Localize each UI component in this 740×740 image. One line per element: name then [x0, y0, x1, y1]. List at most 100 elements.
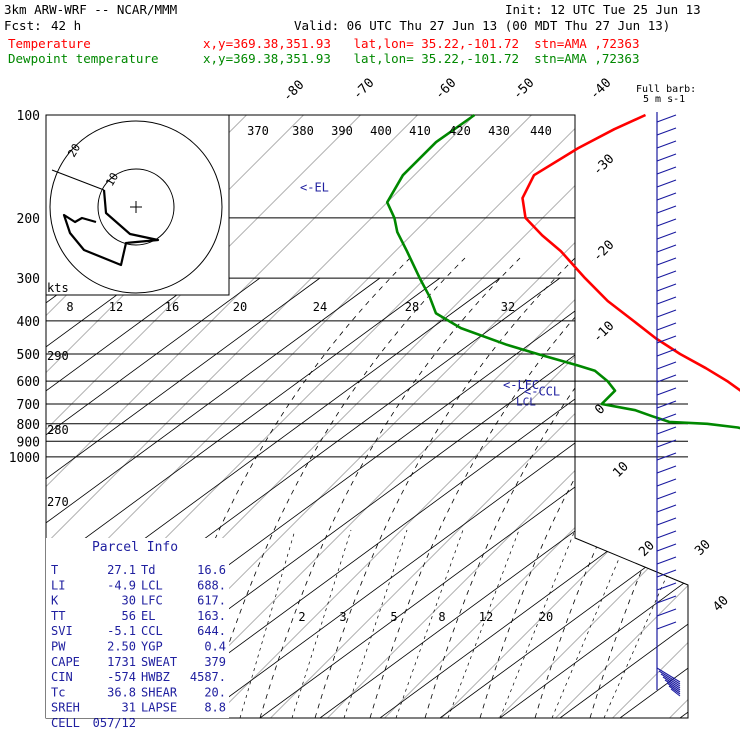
wind-barb [656, 231, 677, 240]
moist-adiabat [479, 257, 688, 718]
wind-barb [656, 491, 677, 500]
moist-adiabat [314, 257, 576, 718]
wind-barb-low [666, 682, 681, 693]
dewpoint-legend: Dewpoint temperature [8, 51, 159, 66]
mixing-ratio-line [395, 529, 464, 718]
parcel-info-key: HWBZ [141, 670, 170, 684]
annotation-ccl: <-CCL [524, 385, 560, 399]
valid-time: Valid: 06 UTC Thu 27 Jun 13 (00 MDT Thu … [294, 18, 671, 33]
pressure-label-500: 500 [17, 348, 40, 363]
wind-barb-low [664, 679, 681, 691]
hodograph-ring-label: 10 [103, 171, 121, 189]
wind-barb [656, 322, 677, 331]
wind-barb [656, 478, 677, 487]
dry-adiabat [46, 277, 261, 718]
mixing-ratio-line [499, 529, 576, 718]
parcel-info-key: CIN [51, 670, 73, 684]
parcel-info-value: 56 [122, 609, 136, 623]
wind-barb [656, 426, 677, 435]
parcel-info-value: 057/12 [93, 716, 136, 730]
wind-barb [656, 296, 677, 305]
wind-barb [656, 270, 677, 279]
theta-label: 370 [247, 124, 269, 138]
isotherm-label: 40 [710, 593, 732, 615]
pressure-label-400: 400 [17, 315, 40, 330]
wind-barb [656, 452, 677, 461]
dry-adiabat [46, 277, 501, 718]
hodograph-box [45, 114, 230, 296]
dry-adiabat [679, 277, 688, 718]
isotherm-label: -60 [432, 76, 459, 103]
isotherm [441, 115, 688, 718]
dry-adiabat [46, 277, 321, 718]
parcel-info-key: LCL [141, 578, 163, 592]
wind-barb [656, 153, 677, 162]
theta-label: 420 [449, 124, 471, 138]
wind-barb [656, 400, 677, 409]
parcel-info-value: 27.1 [107, 563, 136, 577]
mixing-ratio-label: 20 [539, 610, 553, 624]
isotherm-label: -40 [587, 76, 614, 103]
mixing-ratio-line [239, 529, 296, 718]
wind-barb [656, 582, 677, 591]
wind-barb [656, 543, 677, 552]
init-time: Init: 12 UTC Tue 25 Jun 13 [505, 2, 701, 17]
dry-adiabat [46, 277, 441, 718]
parcel-info-key: Td [141, 563, 155, 577]
wind-barb [656, 114, 677, 123]
isotherm [555, 115, 688, 718]
dry-adiabat [46, 277, 381, 718]
parcel-info-key: YGP [141, 640, 163, 654]
wind-barb [656, 361, 677, 370]
annotation-el: <-EL [300, 181, 329, 195]
isotherm [46, 115, 532, 718]
wind-barbs: Full barb:5 m s-1 [636, 84, 696, 697]
isotherm [669, 115, 688, 718]
parcel-info-value: 20. [204, 685, 226, 699]
parcel-info-key: CAPE [51, 655, 80, 669]
mixing-ratio-line [291, 529, 352, 718]
parcel-info-value: 30 [122, 594, 136, 608]
hodograph-ring-outer [49, 120, 223, 294]
theta-label: 380 [292, 124, 314, 138]
pressure-label-1000: 1000 [9, 451, 40, 466]
mixing-ratio-line [447, 529, 520, 718]
dry-adiabat [619, 277, 688, 718]
wind-barb [656, 192, 677, 201]
isotherm-label: -50 [510, 76, 537, 103]
parcel-info-key: SHEAR [141, 685, 178, 699]
parcel-info-value: 36.8 [107, 685, 136, 699]
isotherm [213, 115, 688, 718]
isotherm [46, 115, 418, 718]
dry-adiabat [439, 277, 688, 718]
parcel-info-key: Tc [51, 685, 65, 699]
isotherm [46, 115, 475, 718]
temperature-point-info: x,y=369.38,351.93 lat,lon= 35.22,-101.72… [203, 36, 640, 51]
isotherm [46, 115, 361, 718]
series-temperature [521, 113, 740, 392]
parcel-info-value: -4.9 [107, 578, 136, 592]
parcel-info-value: 16.6 [197, 563, 226, 577]
wind-barb-low [656, 667, 681, 683]
mixing-ratio-label: 12 [479, 610, 493, 624]
parcel-info-value: 4587. [190, 670, 226, 684]
series-layer [385, 113, 740, 430]
pressure-label-200: 200 [17, 212, 40, 227]
parcel-info-key: EL [141, 609, 155, 623]
forecast-label: Fcst: [4, 18, 42, 33]
dry-adiabat [499, 277, 688, 718]
dry-adiabat [559, 277, 688, 718]
hodograph-ring-inner [97, 168, 175, 246]
wind-barb [656, 608, 677, 617]
wind-barb [656, 556, 677, 565]
wind-barb [656, 257, 677, 266]
upper-scale-label: 12 [109, 300, 123, 314]
mixing-ratio-label: 2 [298, 610, 305, 624]
wind-barb [656, 621, 677, 630]
barb-legend-units: 5 m s-1 [643, 94, 685, 105]
wind-barb [656, 530, 677, 539]
parcel-info-key: CELL [51, 716, 80, 730]
mixing-ratio-label: 5 [390, 610, 397, 624]
annotation-lfc: <-LFC [503, 378, 539, 392]
